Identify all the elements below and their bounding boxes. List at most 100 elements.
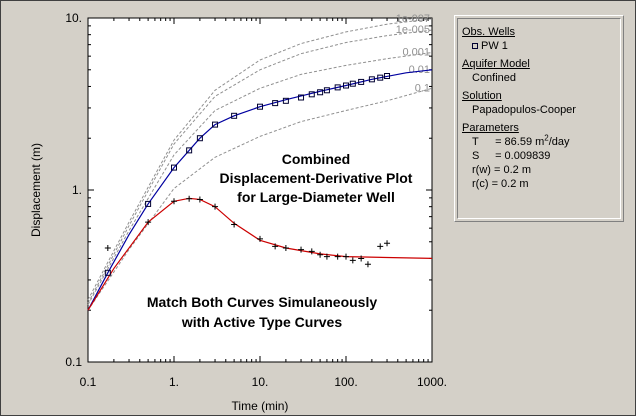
derivative-point <box>231 221 238 228</box>
well-name: PW 1 <box>481 40 508 52</box>
param-t-value: = 86.59 m <box>495 136 545 148</box>
annotation-line: for Large-Diameter Well <box>237 189 395 205</box>
displacement-point <box>171 164 177 171</box>
square-marker-icon <box>472 43 478 50</box>
displacement-point <box>104 269 111 276</box>
type-curve-label: 0.01 <box>409 64 430 76</box>
displacement-point <box>231 112 238 119</box>
displacement-point <box>282 97 289 104</box>
displacement-point <box>377 74 384 81</box>
tick-labels: 0.1 1. 10. 100. 1000. 0.1 1. 10. <box>65 11 447 389</box>
legend-panel: Obs. Wells PW 1 Aquifer Model Confined S… <box>454 15 624 222</box>
y-axis-label: Displacement (m) <box>29 143 43 237</box>
derivative-point <box>343 253 349 260</box>
type-curve-label: 1e-007 <box>396 13 430 25</box>
displacement-point <box>343 82 349 89</box>
type-curve <box>87 29 433 304</box>
displacement-point <box>384 73 391 80</box>
plot-area <box>87 17 433 363</box>
param-rw: r(w) = 0.2 m <box>462 163 616 177</box>
type-curve-label: 0.001 <box>402 47 430 59</box>
x-tick-label: 100. <box>334 375 357 389</box>
axis-ticks <box>87 18 432 363</box>
annotation-line: Combined <box>282 151 350 167</box>
derivative-point <box>196 196 203 203</box>
displacement-point <box>317 89 324 96</box>
x-tick-label: 1. <box>169 375 179 389</box>
y-tick-label: 1. <box>72 183 82 197</box>
type-curves <box>87 18 433 311</box>
displacement-point <box>368 76 375 83</box>
displacement-point <box>334 84 341 91</box>
displacement-point <box>212 121 219 128</box>
annotation-line: with Active Type Curves <box>181 314 342 330</box>
y-tick-label: 0.1 <box>65 355 82 369</box>
derivative-point <box>145 219 152 226</box>
param-t-unit: /day <box>548 136 570 148</box>
param-rw-key: r(w) <box>472 164 491 176</box>
solution-value: Papadopulos-Cooper <box>472 104 576 116</box>
legend-item-pw1: PW 1 <box>462 39 616 53</box>
derivative-point <box>104 245 111 252</box>
displacement-point <box>196 135 203 142</box>
derivative-point <box>186 195 193 202</box>
x-axis-label: Time (min) <box>232 399 289 413</box>
displacement-point <box>298 94 305 101</box>
aquifer-model-heading: Aquifer Model <box>462 58 530 70</box>
derivative-fit-line <box>87 197 433 311</box>
derivative-point <box>298 246 305 253</box>
displacement-point <box>145 200 152 207</box>
param-t-sup: 2 <box>544 133 549 143</box>
derivative-point <box>317 251 324 258</box>
derivative-point <box>212 203 219 210</box>
param-rw-value: = 0.2 m <box>494 164 531 176</box>
annotation-match-curves: Match Both Curves Simulaneously with Acti… <box>147 294 377 330</box>
derivative-point <box>308 248 315 255</box>
parameters-heading: Parameters <box>462 122 519 134</box>
param-t-key: T <box>472 136 479 148</box>
displacement-point <box>272 100 279 107</box>
param-rc-value: = 0.2 m <box>491 178 529 190</box>
derivative-point <box>334 253 341 260</box>
displacement-point <box>257 103 263 110</box>
derivative-point <box>171 198 177 205</box>
displacement-point <box>349 80 356 87</box>
param-rc: r(c) = 0.2 m <box>462 177 616 191</box>
type-curve-label: 1e-005 <box>396 24 430 36</box>
derivative-point <box>358 255 365 262</box>
obs-wells-heading: Obs. Wells <box>462 26 515 38</box>
derivative-point <box>384 240 391 247</box>
annotation-line: Match Both Curves Simulaneously <box>147 294 377 310</box>
x-tick-label: 0.1 <box>80 375 97 389</box>
param-s-key: S <box>472 150 480 162</box>
derivative-point <box>272 243 279 250</box>
annotation-combined-plot: Combined Displacement-Derivative Plot for … <box>220 151 413 205</box>
derivative-point <box>364 261 371 268</box>
x-tick-label: 10. <box>252 375 269 389</box>
type-curve-label: 0.1 <box>415 82 430 94</box>
param-t: T = 86.59 m2/day <box>462 133 616 149</box>
y-tick-label: 10. <box>65 11 82 25</box>
displacement-point <box>308 91 315 98</box>
solution-heading: Solution <box>462 90 502 102</box>
observation-markers <box>104 73 391 276</box>
derivative-point <box>257 235 263 242</box>
displacement-point <box>323 87 330 94</box>
derivative-point <box>349 257 356 264</box>
param-s: S = 0.009839 <box>462 149 616 163</box>
displacement-point <box>358 78 365 85</box>
param-rc-key: r(c) <box>472 178 489 190</box>
type-curve <box>87 87 433 311</box>
x-tick-label: 1000. <box>417 375 447 389</box>
displacement-point <box>186 147 193 154</box>
derivative-point <box>282 245 289 252</box>
type-curve <box>87 18 433 301</box>
param-s-value: = 0.009839 <box>495 150 551 162</box>
derivative-point <box>323 253 330 260</box>
derivative-point <box>377 243 384 250</box>
annotation-line: Displacement-Derivative Plot <box>220 170 413 186</box>
aquifer-model-value: Confined <box>472 72 517 84</box>
type-curve <box>87 52 433 306</box>
